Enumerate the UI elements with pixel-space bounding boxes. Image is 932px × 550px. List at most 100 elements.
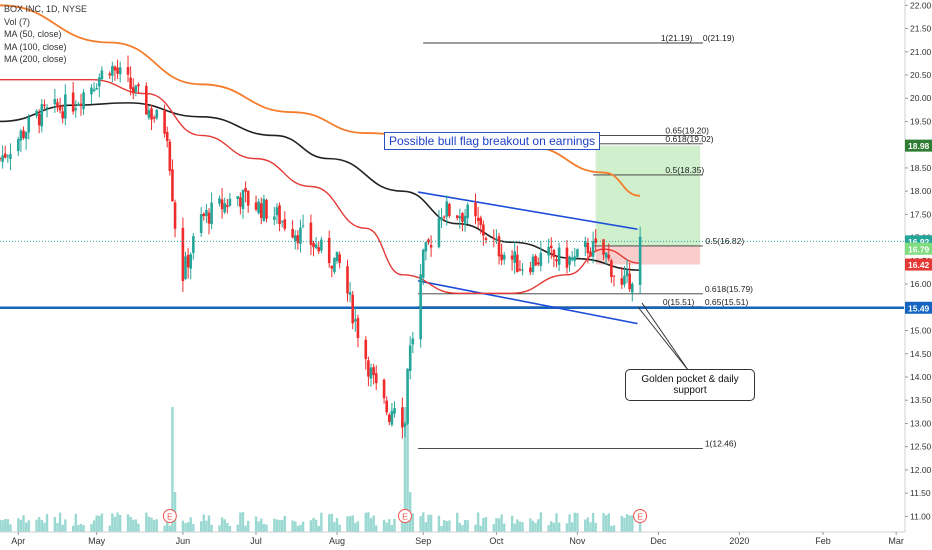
volume-bar bbox=[226, 522, 229, 532]
y-tick-label: 12.50 bbox=[910, 442, 932, 452]
volume-bar bbox=[570, 522, 574, 532]
volume-bar bbox=[113, 516, 117, 532]
candle-down bbox=[220, 199, 224, 210]
y-tick-label: 15.00 bbox=[910, 326, 932, 336]
volume-bar bbox=[576, 513, 579, 532]
volume-bar bbox=[98, 515, 101, 532]
x-tick-label: Sep bbox=[415, 536, 431, 546]
volume-bar bbox=[620, 515, 624, 532]
candle-down bbox=[372, 367, 375, 375]
ma200-line bbox=[0, 4, 641, 197]
candle-down bbox=[565, 247, 569, 268]
volume-bar bbox=[186, 522, 190, 532]
candle-up bbox=[466, 204, 469, 219]
candle-up bbox=[437, 217, 441, 248]
candle-up bbox=[638, 236, 642, 286]
volume-bar bbox=[317, 525, 320, 532]
candle-down bbox=[137, 84, 140, 87]
volume-bar bbox=[492, 524, 496, 532]
volume-bar bbox=[456, 512, 459, 532]
candle-up bbox=[604, 252, 608, 258]
legend-ma200: MA (200, close) bbox=[4, 54, 67, 64]
earnings-marker-label: E bbox=[637, 512, 643, 522]
candle-down bbox=[385, 400, 388, 413]
price-axis: 11.00 11.50 12.00 12.50 13.00 13.50 14.00 14.50… bbox=[904, 0, 932, 550]
candle-up bbox=[192, 236, 195, 253]
candle-up bbox=[74, 108, 78, 111]
golden-pocket-note[interactable]: Golden pocket & daily support bbox=[625, 369, 755, 401]
volume-bar bbox=[64, 519, 67, 532]
volume-bar bbox=[364, 512, 367, 532]
candle-down bbox=[479, 217, 483, 226]
candle-up bbox=[557, 247, 561, 265]
zones-layer bbox=[595, 145, 701, 265]
candle-up bbox=[95, 88, 98, 90]
x-tick-label: May bbox=[88, 536, 106, 546]
candle-up bbox=[539, 252, 543, 266]
y-tick-label: 13.50 bbox=[910, 395, 932, 405]
candle-up bbox=[348, 292, 352, 295]
volume-bar bbox=[521, 522, 524, 532]
candle-down bbox=[552, 250, 556, 257]
candle-up bbox=[625, 270, 629, 277]
volume-bar bbox=[129, 516, 132, 532]
candle-up bbox=[223, 203, 226, 213]
volume-bar bbox=[260, 518, 263, 532]
candle-up bbox=[502, 254, 506, 260]
fib-level-label: 0.5(16.82) bbox=[705, 236, 744, 246]
volume-bar bbox=[516, 519, 519, 532]
candle-up bbox=[262, 198, 266, 221]
volume-bar bbox=[612, 525, 616, 532]
y-tick-label: 20.50 bbox=[910, 70, 932, 80]
fib-level-label: 1(21.19) bbox=[661, 33, 693, 43]
candle-down bbox=[351, 294, 355, 324]
candle-up bbox=[40, 104, 44, 127]
volume-bar bbox=[550, 521, 553, 532]
earnings-marker-icon bbox=[397, 509, 412, 523]
candle-up bbox=[547, 246, 550, 256]
volume-bar bbox=[354, 522, 357, 532]
volume-bar bbox=[497, 518, 501, 532]
candle-up bbox=[77, 103, 80, 106]
volume-bar bbox=[37, 516, 41, 532]
candle-up bbox=[147, 110, 151, 118]
x-axis-band bbox=[0, 532, 932, 550]
volume-bar bbox=[631, 515, 634, 532]
bull-flag-callout[interactable]: Possible bull flag breakout on earnings bbox=[384, 132, 601, 150]
volume-bar bbox=[150, 517, 153, 532]
volume-bar bbox=[586, 517, 590, 532]
earnings-marker-icon bbox=[633, 509, 648, 523]
candle-down bbox=[296, 235, 300, 244]
volume-bar bbox=[171, 407, 174, 532]
candle-down bbox=[374, 373, 378, 384]
candle-down bbox=[484, 238, 488, 240]
volume-bar bbox=[312, 517, 315, 532]
candle-down bbox=[116, 67, 119, 74]
candle-down bbox=[163, 110, 166, 134]
volume-bar bbox=[275, 519, 279, 532]
candle-down bbox=[382, 379, 386, 399]
candle-up bbox=[445, 201, 449, 217]
volume-bar bbox=[152, 520, 156, 532]
candle-up bbox=[293, 235, 297, 242]
candle-down bbox=[482, 224, 485, 236]
candle-down bbox=[168, 141, 172, 171]
candle-up bbox=[521, 269, 524, 271]
legend-ma100: MA (100, close) bbox=[4, 41, 67, 52]
candle-down bbox=[126, 67, 130, 75]
volume-bar bbox=[401, 520, 404, 532]
volume-bar bbox=[291, 520, 294, 532]
y-tick-label: 18.00 bbox=[910, 186, 932, 196]
volume-bar bbox=[424, 522, 428, 532]
price-badge-label: 18.98 bbox=[908, 141, 930, 151]
x-tick-label: Nov bbox=[569, 536, 586, 546]
candle-down bbox=[0, 158, 2, 160]
candle-up bbox=[354, 319, 357, 322]
volume-bar bbox=[422, 512, 425, 532]
candle-down bbox=[356, 318, 360, 339]
x-tick-label: Dec bbox=[650, 536, 667, 546]
candle-up bbox=[280, 221, 284, 223]
